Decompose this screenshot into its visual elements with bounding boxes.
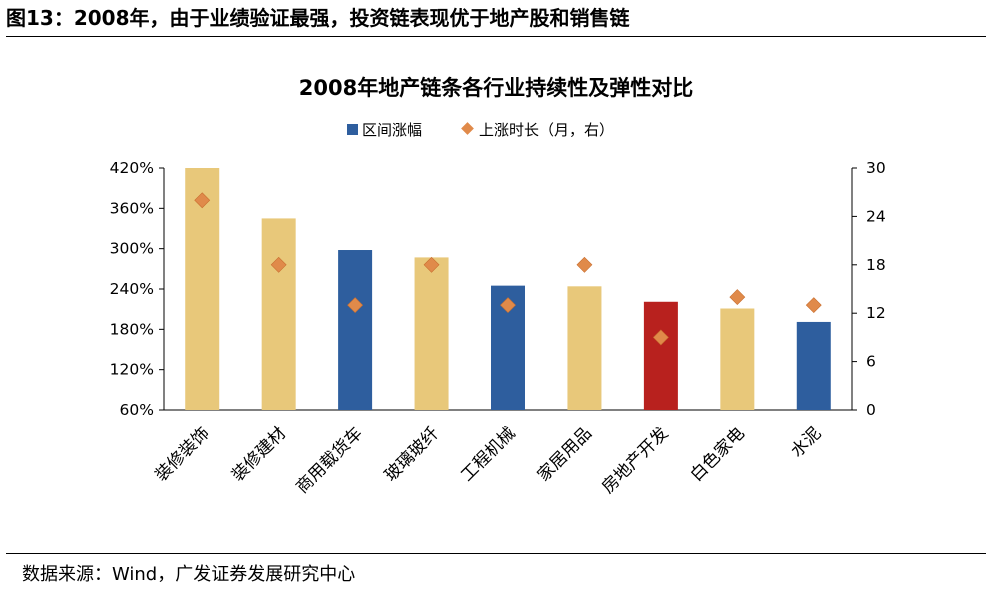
marker-9: [805, 297, 822, 314]
left-tick-label: 300%: [110, 240, 154, 258]
figure-title: 图13：2008年，由于业绩验证最强，投资链表现优于地产股和销售链: [6, 6, 630, 30]
marker-4: [423, 256, 440, 273]
markers: [194, 192, 822, 346]
bottom-rule: [6, 553, 986, 554]
right-tick-label: 0: [866, 401, 876, 419]
chart: 2008年地产链条各行业持续性及弹性对比 区间涨幅 上涨时长（月，右） 60% 1…: [110, 76, 886, 498]
bar-8: [720, 308, 755, 410]
bar-4: [414, 257, 449, 410]
left-axis-labels: 60% 120% 180% 240% 300% 360% 420%: [110, 159, 154, 419]
category-label: 商用载货车: [292, 423, 366, 497]
legend-bar-label: 区间涨幅: [362, 121, 422, 139]
bar-6: [567, 286, 602, 410]
right-tick-label: 6: [866, 353, 876, 371]
category-label: 装修建材: [228, 423, 290, 485]
marker-8: [729, 289, 746, 305]
category-labels: 装修装饰 装修建材 商用载货车 玻璃玻纤 工程机械 家居用品 房地产开发 白色家电 水泥: [152, 423, 826, 497]
left-tick-label: 180%: [110, 320, 154, 338]
right-tick-label: 12: [866, 304, 886, 322]
bar-2: [261, 218, 296, 410]
left-tick-label: 360%: [110, 199, 154, 217]
left-tick-label: 120%: [110, 361, 154, 379]
marker-3: [347, 297, 364, 314]
bars: [185, 168, 831, 410]
legend-bar-swatch: [347, 124, 358, 135]
category-label: 白色家电: [687, 423, 749, 485]
marker-2: [270, 256, 287, 273]
right-tick-label: 18: [866, 256, 886, 274]
bar-9: [796, 321, 831, 410]
left-tick-label: 240%: [110, 280, 154, 298]
right-tick-label: 24: [866, 207, 886, 225]
marker-5: [500, 297, 516, 314]
legend-marker-swatch: [461, 122, 474, 135]
category-label: 玻璃玻纤: [381, 423, 443, 485]
legend-marker-label: 上涨时长（月，右）: [479, 121, 614, 139]
bar-1: [185, 168, 220, 410]
right-tick-label: 30: [866, 159, 886, 177]
category-label: 工程机械: [457, 423, 519, 485]
right-axis-labels: 0 6 12 18 24 30: [866, 159, 886, 419]
bar-3: [338, 250, 373, 410]
marker-6: [576, 256, 593, 273]
left-tick-label: 60%: [120, 401, 154, 419]
top-rule: [6, 36, 986, 37]
category-label: 装修装饰: [152, 423, 214, 485]
source-note: 数据来源：Wind，广发证券发展研究中心: [22, 564, 356, 585]
category-label: 房地产开发: [598, 423, 672, 497]
category-label: 水泥: [787, 423, 825, 461]
left-tick-label: 420%: [110, 159, 154, 177]
bar-7: [643, 301, 678, 410]
chart-title: 2008年地产链条各行业持续性及弹性对比: [299, 76, 693, 100]
marker-1: [194, 192, 211, 209]
marker-7: [652, 329, 669, 346]
legend: 区间涨幅 上涨时长（月，右）: [347, 121, 614, 139]
category-label: 家居用品: [534, 423, 596, 485]
